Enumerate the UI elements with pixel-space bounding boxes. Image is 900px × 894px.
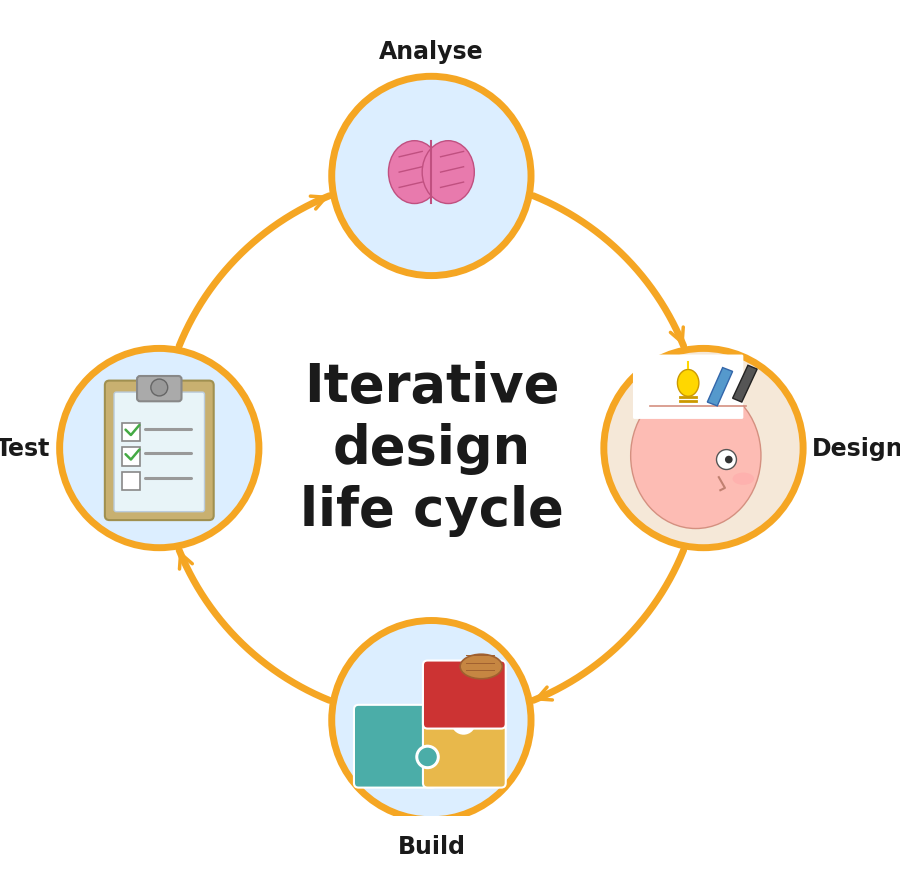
- FancyBboxPatch shape: [122, 423, 140, 442]
- Text: Analyse: Analyse: [379, 39, 483, 63]
- Circle shape: [59, 349, 259, 548]
- Ellipse shape: [733, 473, 754, 485]
- Text: Iterative
design
life cycle: Iterative design life cycle: [300, 360, 563, 536]
- Circle shape: [451, 711, 476, 735]
- Polygon shape: [733, 366, 757, 402]
- Circle shape: [151, 380, 167, 396]
- Ellipse shape: [631, 384, 761, 529]
- Ellipse shape: [460, 654, 502, 679]
- Circle shape: [332, 620, 531, 820]
- FancyBboxPatch shape: [423, 661, 506, 729]
- FancyBboxPatch shape: [105, 381, 213, 520]
- Text: Build: Build: [398, 834, 465, 857]
- Circle shape: [716, 450, 736, 470]
- Ellipse shape: [422, 141, 474, 205]
- FancyBboxPatch shape: [114, 392, 204, 512]
- FancyBboxPatch shape: [633, 355, 743, 419]
- Text: Test: Test: [0, 436, 50, 460]
- Ellipse shape: [678, 370, 699, 397]
- Text: Design: Design: [813, 436, 900, 460]
- Circle shape: [604, 349, 803, 548]
- FancyBboxPatch shape: [122, 472, 140, 491]
- Ellipse shape: [389, 141, 441, 205]
- Circle shape: [724, 456, 733, 464]
- Circle shape: [332, 77, 531, 276]
- Circle shape: [415, 745, 440, 770]
- FancyBboxPatch shape: [354, 705, 436, 788]
- FancyBboxPatch shape: [137, 376, 182, 401]
- FancyBboxPatch shape: [423, 705, 506, 788]
- FancyBboxPatch shape: [122, 448, 140, 466]
- Circle shape: [418, 747, 437, 767]
- Polygon shape: [707, 368, 733, 407]
